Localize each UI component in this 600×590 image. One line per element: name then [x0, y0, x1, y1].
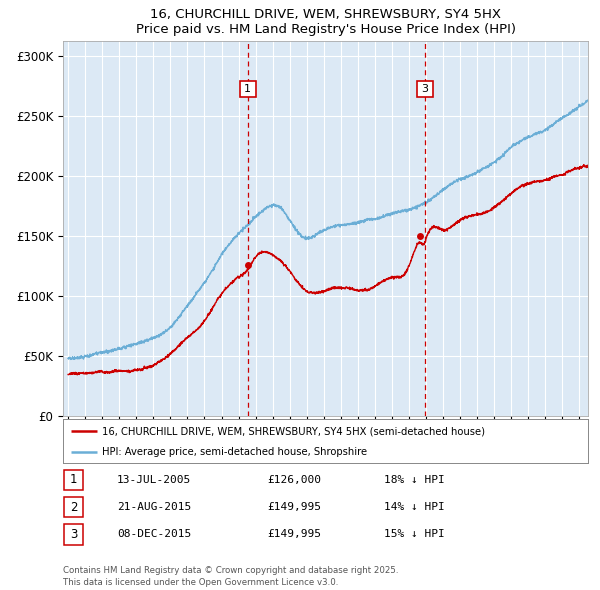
Text: 08-DEC-2015: 08-DEC-2015 — [117, 529, 191, 539]
Text: 13-JUL-2005: 13-JUL-2005 — [117, 475, 191, 485]
Text: 16, CHURCHILL DRIVE, WEM, SHREWSBURY, SY4 5HX (semi-detached house): 16, CHURCHILL DRIVE, WEM, SHREWSBURY, SY… — [103, 427, 485, 436]
Text: 3: 3 — [421, 84, 428, 94]
Text: £126,000: £126,000 — [267, 475, 321, 485]
Title: 16, CHURCHILL DRIVE, WEM, SHREWSBURY, SY4 5HX
Price paid vs. HM Land Registry's : 16, CHURCHILL DRIVE, WEM, SHREWSBURY, SY… — [136, 8, 515, 36]
Text: 3: 3 — [70, 527, 77, 541]
Text: 1: 1 — [70, 473, 77, 487]
Text: Contains HM Land Registry data © Crown copyright and database right 2025.
This d: Contains HM Land Registry data © Crown c… — [63, 566, 398, 587]
Text: 21-AUG-2015: 21-AUG-2015 — [117, 502, 191, 512]
Text: 14% ↓ HPI: 14% ↓ HPI — [384, 502, 445, 512]
Text: 1: 1 — [244, 84, 251, 94]
Text: 2: 2 — [70, 500, 77, 514]
Text: HPI: Average price, semi-detached house, Shropshire: HPI: Average price, semi-detached house,… — [103, 447, 367, 457]
Text: 18% ↓ HPI: 18% ↓ HPI — [384, 475, 445, 485]
Text: £149,995: £149,995 — [267, 529, 321, 539]
Text: 15% ↓ HPI: 15% ↓ HPI — [384, 529, 445, 539]
Text: £149,995: £149,995 — [267, 502, 321, 512]
